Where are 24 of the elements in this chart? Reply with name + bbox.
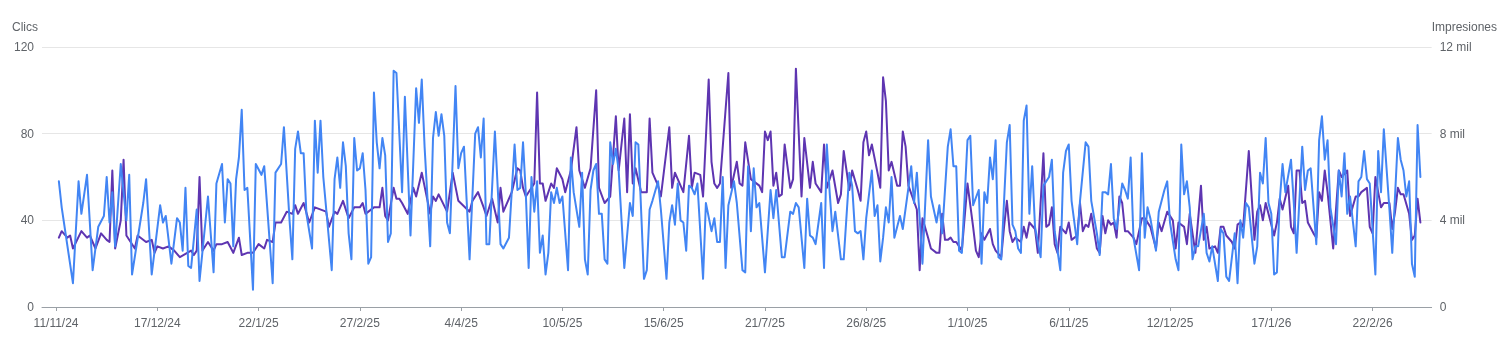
- y-tick-label: 80: [20, 126, 35, 141]
- y2-tick-label: 0: [1439, 300, 1447, 314]
- x-tick-label: 1/10/25: [947, 316, 988, 330]
- y2-tick-label: 8 mil: [1439, 126, 1465, 141]
- y-tick-label: 40: [20, 213, 35, 228]
- x-tick-label: 15/6/25: [643, 316, 685, 330]
- x-tick-label: 17/12/24: [133, 316, 182, 330]
- x-tick-label: 27/2/25: [339, 316, 381, 330]
- y-axis-title: Clics: [12, 20, 38, 34]
- y-tick-label: 120: [13, 40, 35, 54]
- x-tick-label: 6/11/25: [1049, 316, 1089, 330]
- x-tick-label: 11/11/24: [33, 316, 79, 330]
- x-tick-label: 17/1/26: [1251, 316, 1292, 330]
- y2-axis-title: Impresiones: [1431, 20, 1498, 34]
- x-tick-label: 4/4/25: [444, 316, 479, 330]
- x-tick-label: 21/7/25: [744, 316, 786, 330]
- x-tick-label: 22/1/25: [238, 316, 279, 330]
- x-tick-label: 26/8/25: [846, 316, 887, 330]
- x-tick-label: 10/5/25: [542, 316, 583, 330]
- y-tick-label: 0: [27, 300, 35, 314]
- x-tick-label: 12/12/25: [1146, 316, 1194, 330]
- x-tick-label: 22/2/26: [1352, 316, 1393, 330]
- y2-tick-label: 4 mil: [1439, 213, 1465, 228]
- y2-tick-label: 12 mil: [1439, 40, 1472, 54]
